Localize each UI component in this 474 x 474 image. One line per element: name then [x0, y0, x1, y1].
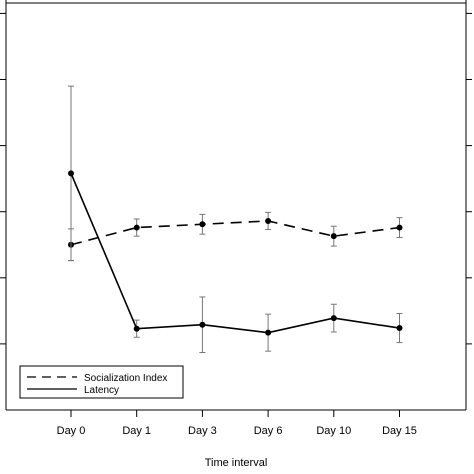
y-ticks-right — [466, 12, 472, 345]
x-axis-label: Time interval — [205, 457, 268, 469]
x-tick-label: Day 6 — [254, 425, 283, 437]
data-point — [199, 221, 206, 228]
x-ticks: Day 0 Day 1 Day 3 Day 6 Day 10 Day 15 — [57, 410, 417, 437]
data-point — [265, 329, 272, 336]
data-point — [330, 233, 337, 240]
x-tick-label: Day 0 — [57, 425, 86, 437]
x-tick-label: Day 10 — [316, 425, 351, 437]
x-tick-label: Day 15 — [382, 425, 417, 437]
series-layer — [68, 85, 403, 353]
data-point — [396, 325, 403, 332]
data-point — [265, 217, 272, 224]
x-tick-label: Day 3 — [188, 425, 217, 437]
series-line — [70, 173, 400, 334]
series-latency — [68, 85, 403, 353]
plot-frame — [5, 0, 467, 411]
legend-box — [19, 365, 184, 399]
series-line — [70, 220, 400, 246]
data-point — [330, 315, 337, 322]
legend-label-latency: Latency — [84, 385, 119, 396]
data-point — [68, 170, 74, 177]
series-socialization-index — [68, 211, 403, 262]
y-ticks-left — [0, 12, 6, 345]
data-point — [199, 321, 206, 328]
data-point — [133, 325, 140, 332]
legend-label-socialization: Socialization Index — [84, 373, 167, 384]
data-point — [133, 224, 140, 231]
x-tick-label: Day 1 — [122, 425, 151, 437]
legend: Socialization Index Latency — [19, 365, 184, 399]
data-point — [396, 224, 403, 231]
